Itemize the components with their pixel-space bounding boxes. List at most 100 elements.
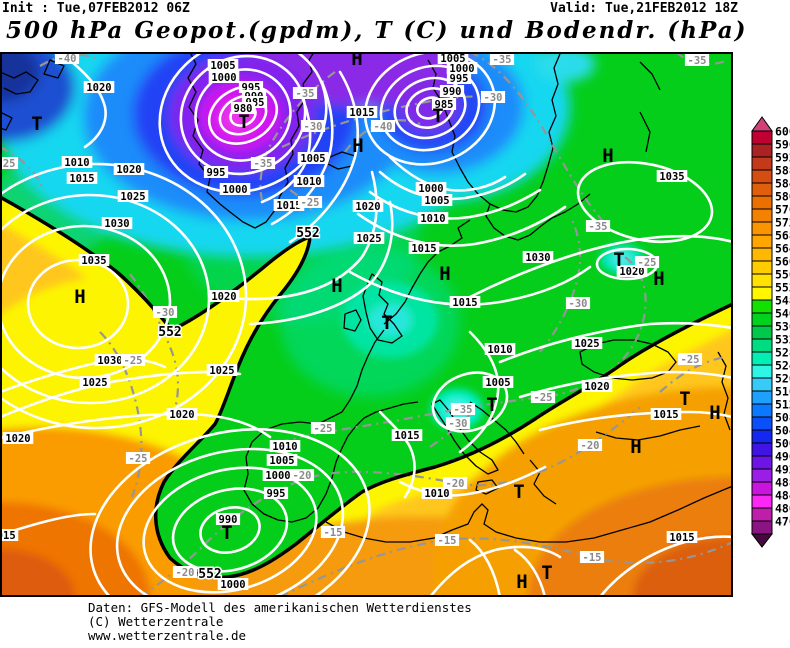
coast-baltic <box>485 193 591 241</box>
svg-text:-40: -40 <box>58 53 77 65</box>
svg-text:-35: -35 <box>454 404 473 416</box>
svg-text:1005: 1005 <box>424 195 449 207</box>
svg-text:980: 980 <box>234 103 253 115</box>
isobar-label: 1035 <box>78 254 110 267</box>
scale-box <box>751 273 773 288</box>
isobar-label: 1005 <box>266 454 298 467</box>
isobar-label: 995 <box>203 166 229 179</box>
isobar-label: 1035 <box>656 170 688 183</box>
isobar-label: 1010 <box>61 156 93 169</box>
coast-novaya-zemlya <box>639 61 661 153</box>
isotherm-label: -30 <box>445 417 471 430</box>
svg-text:1005: 1005 <box>485 377 510 389</box>
scale-tick-label: 552 <box>775 281 790 295</box>
scale-box <box>751 416 773 431</box>
svg-text:1025: 1025 <box>356 233 381 245</box>
isotherm-label: -30 <box>152 306 178 319</box>
isobar-label: 1000 <box>217 578 249 591</box>
scale-tick-label: 600 <box>775 125 790 139</box>
scale-box <box>751 221 773 236</box>
svg-text:995: 995 <box>267 488 286 500</box>
scale-box <box>751 312 773 327</box>
scale-tick-label: 508 <box>775 411 790 425</box>
color-scale-canvas: 6005965925885845805765725685645605565525… <box>750 116 790 548</box>
scale-box <box>751 247 773 262</box>
isobar-label: 1005 <box>207 59 239 72</box>
isobar-label: 1030 <box>101 217 133 230</box>
scale-tick-label: 564 <box>775 242 790 256</box>
scale-box <box>751 403 773 418</box>
map-art: 1005100099599098598099510001020101010151… <box>0 52 733 597</box>
low-center-label: T <box>679 388 690 410</box>
high-center-label: H <box>709 402 720 424</box>
scale-box <box>751 442 773 457</box>
coast-ireland <box>343 309 362 332</box>
geopotential-color-scale: 6005965925885845805765725685645605565525… <box>750 112 790 556</box>
valid-time-label: Valid: Tue,21FEB2012 18Z <box>550 1 738 16</box>
isobar-label: 1020 <box>113 163 145 176</box>
scale-box <box>751 377 773 392</box>
scale-box <box>751 351 773 366</box>
isobar-label: 1000 <box>446 62 478 75</box>
svg-text:985: 985 <box>435 99 454 111</box>
scale-box <box>751 286 773 301</box>
svg-text:1025: 1025 <box>574 338 599 350</box>
isobar-label: 1010 <box>417 212 449 225</box>
low-center-label: T <box>613 249 624 271</box>
svg-text:1020: 1020 <box>169 409 194 421</box>
isobar-label: 1020 <box>83 81 115 94</box>
isobar-label: 1010 <box>293 175 325 188</box>
svg-text:-30: -30 <box>156 307 175 319</box>
isotherm-label: -25 <box>634 256 660 269</box>
svg-text:1000: 1000 <box>418 183 443 195</box>
scale-box <box>751 338 773 353</box>
coast-iberia <box>243 401 419 523</box>
scale-box <box>751 481 773 496</box>
scale-box <box>751 390 773 405</box>
svg-text:-20: -20 <box>446 478 465 490</box>
isotherm-label: -25 <box>120 354 146 367</box>
low-center-label: T <box>432 105 443 127</box>
scale-tick-label: 496 <box>775 450 790 464</box>
svg-text:-25: -25 <box>129 453 148 465</box>
isobar-label: 1015 <box>650 408 682 421</box>
svg-text:-15: -15 <box>324 527 343 539</box>
svg-text:1005: 1005 <box>269 455 294 467</box>
scale-tick-label: 488 <box>775 476 790 490</box>
svg-text:1015: 1015 <box>452 297 477 309</box>
scale-tick-label: 536 <box>775 320 790 334</box>
scale-tick-label: 480 <box>775 502 790 516</box>
coast-sicily <box>475 479 499 495</box>
svg-text:1030: 1030 <box>104 218 129 230</box>
isobar-label: 1010 <box>421 487 453 500</box>
svg-text:1020: 1020 <box>619 266 644 278</box>
header-row: Init : Tue,07FEB2012 06Z Valid: Tue,21FE… <box>2 1 738 16</box>
isobar-label: 980 <box>230 102 256 115</box>
svg-text:1015: 1015 <box>349 107 374 119</box>
svg-text:1010: 1010 <box>487 344 512 356</box>
svg-text:1000: 1000 <box>449 63 474 75</box>
geopotential-contour-label: 552 <box>198 567 221 582</box>
svg-text:-35: -35 <box>688 55 707 67</box>
low-center-label: T <box>541 562 552 584</box>
svg-text:-25: -25 <box>638 257 657 269</box>
svg-text:1000: 1000 <box>222 184 247 196</box>
footer-line-url: www.wetterzentrale.de <box>88 628 247 643</box>
svg-text:-25: -25 <box>124 355 143 367</box>
low-center-label: T <box>238 111 249 133</box>
svg-text:995: 995 <box>207 167 226 179</box>
svg-text:990: 990 <box>443 86 462 98</box>
coast-black-sea <box>579 339 677 381</box>
scale-tick-label: 520 <box>775 372 790 386</box>
svg-text:1030: 1030 <box>97 355 122 367</box>
scale-tick-label: 580 <box>775 190 790 204</box>
map-canvas: 1005100099599098598099510001020101010151… <box>0 52 733 597</box>
scale-tick-label: 492 <box>775 463 790 477</box>
geopotential-contour-label: 552 <box>158 325 181 340</box>
isobar-label: 1025 <box>117 190 149 203</box>
isotherm-label: -35 <box>489 53 515 66</box>
isobar-label: 1005 <box>297 152 329 165</box>
isobar-label: 1000 <box>262 469 294 482</box>
isobar-label: 995 <box>446 72 472 85</box>
